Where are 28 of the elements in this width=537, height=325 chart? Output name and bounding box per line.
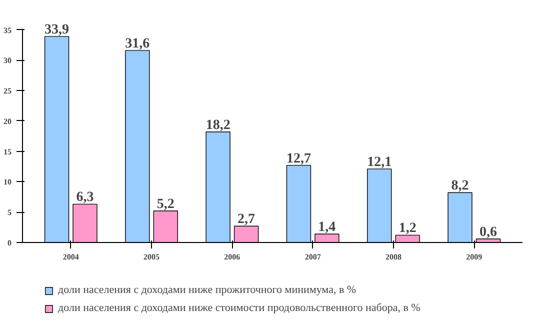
data-label: 12,1 (367, 154, 392, 170)
data-label: 6,3 (76, 190, 94, 206)
data-label: 18,2 (206, 118, 230, 133)
data-label: 8,2 (451, 178, 469, 194)
data-label: 1,4 (318, 220, 336, 235)
data-label: 5,2 (156, 196, 174, 212)
y-tick-label: 15 (4, 147, 12, 156)
data-label: 12,7 (286, 151, 311, 166)
y-tick-label: 5 (8, 208, 12, 218)
data-label: 0,6 (479, 224, 497, 240)
y-tick-label: 0 (8, 238, 12, 248)
data-label: 2,7 (238, 212, 256, 228)
legend-label: доли населения с доходами ниже прожиточного минимума, в % (58, 284, 356, 296)
x-tick-label: 2008 (385, 252, 402, 262)
y-tick-label: 30 (4, 56, 12, 66)
y-tick-label: 25 (4, 86, 12, 96)
y-tick-label: 20 (4, 116, 12, 126)
x-tick-label: 2007 (304, 252, 321, 262)
y-tick-label: 35 (4, 26, 12, 35)
data-label: 33,9 (44, 22, 70, 38)
x-tick-label: 2009 (466, 252, 482, 262)
x-tick-label: 2004 (62, 252, 79, 262)
x-tick-label: 2006 (224, 252, 240, 262)
data-label: 1,2 (398, 221, 416, 236)
y-tick-label: 10 (4, 178, 12, 187)
x-tick-label: 2005 (144, 252, 160, 262)
data-label: 31,6 (125, 36, 150, 52)
legend-label: доли населения с доходами ниже стоимости продовольственного набора, в % (58, 302, 420, 314)
